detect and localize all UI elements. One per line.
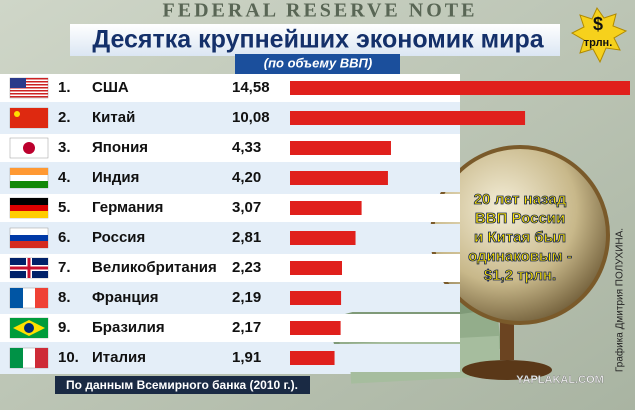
annotation-line: $1,2 трлн.: [484, 267, 556, 284]
flag-part: [27, 258, 31, 278]
annotation-line: одинаковым -: [468, 248, 572, 265]
rank: 7.: [58, 259, 71, 276]
flag-part: [10, 235, 48, 241]
bar: [290, 111, 526, 125]
badge-label: трлн.: [584, 37, 613, 49]
value-label: 3,07: [232, 199, 261, 216]
row-bg: [0, 314, 460, 342]
watermark: YAPLAKAL.COM: [516, 374, 604, 386]
flag-part: [10, 78, 48, 80]
flag-part: [24, 323, 34, 333]
category-label: Россия: [92, 229, 145, 246]
flag-part: [10, 90, 48, 92]
value-label: 1,91: [232, 349, 261, 366]
flag-part: [10, 87, 48, 89]
flag-part: [10, 288, 23, 308]
annotation: 20 лет назад ВВП России и Китая был одинако…: [468, 191, 572, 284]
background-text: FEDERAL RESERVE NOTE: [163, 0, 478, 22]
category-label: Индия: [92, 169, 139, 186]
source: По данным Всемирного банка (2010 г.).: [66, 378, 298, 392]
category-label: Великобритания: [92, 259, 217, 276]
row-bg: [0, 284, 460, 312]
bar: [290, 261, 343, 275]
flag-part: [35, 288, 48, 308]
row-bg: [0, 344, 460, 372]
flag-part: [10, 78, 26, 88]
annotation-line: и Китая был: [474, 229, 566, 246]
flag-part: [10, 241, 48, 248]
value-label: 2,81: [232, 229, 261, 246]
bar: [290, 141, 391, 155]
value-label: 14,58: [232, 79, 270, 96]
bar: [290, 81, 630, 95]
rank: 4.: [58, 169, 71, 186]
category-label: Япония: [92, 139, 148, 156]
chart-title: Десятка крупнейших экономик мира: [92, 26, 544, 54]
flag-part: [14, 111, 20, 117]
value-label: 4,20: [232, 169, 261, 186]
flag-part: [10, 81, 48, 83]
rank: 3.: [58, 139, 71, 156]
bar: [290, 321, 341, 335]
unit-badge: [570, 6, 628, 64]
rank: 5.: [58, 199, 71, 216]
annotation-line: 20 лет назад: [474, 191, 567, 208]
flag-part: [10, 211, 48, 218]
rank: 8.: [58, 289, 71, 306]
category-label: Германия: [92, 199, 163, 216]
bar: [290, 291, 342, 305]
value-label: 2,17: [232, 319, 261, 336]
subtitle-banner: [235, 54, 400, 74]
bar: [290, 171, 388, 185]
bar: [290, 231, 356, 245]
category-label: США: [92, 79, 129, 96]
rank: 1.: [58, 79, 71, 96]
flag-part: [10, 96, 48, 98]
flag-part: [10, 205, 48, 211]
category-label: Италия: [92, 349, 146, 366]
value-label: 4,33: [232, 139, 261, 156]
subtitle: (по объему ВВП): [264, 55, 373, 70]
flag-part: [10, 348, 23, 368]
flag-part: [23, 142, 35, 154]
flag-part: [35, 348, 48, 368]
value-label: 2,23: [232, 259, 261, 276]
category-label: Китай: [92, 109, 135, 126]
row-bg: [0, 224, 460, 252]
rank: 9.: [58, 319, 71, 336]
row-bg: [0, 254, 460, 282]
flag-part: [10, 198, 48, 205]
credit: Графика Дмитрия ПОЛУХИНА.: [614, 228, 626, 372]
value-label: 10,08: [232, 109, 270, 126]
flag-part: [10, 168, 48, 175]
rank: 10.: [58, 349, 79, 366]
bar: [290, 351, 335, 365]
category-label: Бразилия: [92, 319, 165, 336]
globe-base: [462, 360, 552, 380]
value-label: 2,19: [232, 289, 261, 306]
rank: 2.: [58, 109, 71, 126]
flag-part: [10, 108, 48, 128]
flag-part: [10, 93, 48, 95]
row-bg: [0, 194, 460, 222]
title-banner: [70, 24, 560, 56]
annotation-line: ВВП России: [475, 210, 565, 227]
rank: 6.: [58, 229, 71, 246]
badge-symbol: $: [593, 14, 603, 34]
bar: [290, 201, 362, 215]
category-label: Франция: [92, 289, 159, 306]
flag-part: [10, 181, 48, 188]
flag-part: [10, 84, 48, 86]
source-bar: [55, 376, 310, 394]
